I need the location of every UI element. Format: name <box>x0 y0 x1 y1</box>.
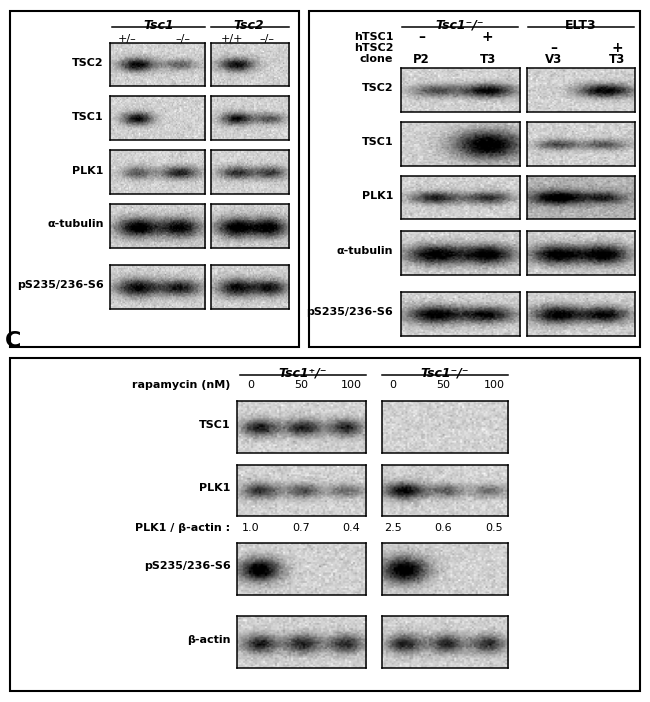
Text: pS235/236-S6: pS235/236-S6 <box>144 562 230 571</box>
Text: Tsc1⁺/⁻: Tsc1⁺/⁻ <box>279 366 327 379</box>
Text: TSC2: TSC2 <box>72 58 104 68</box>
Text: 0.6: 0.6 <box>435 523 452 533</box>
Text: –/–: –/– <box>260 34 275 44</box>
Text: ELT3: ELT3 <box>565 19 597 32</box>
Text: PLK1: PLK1 <box>362 191 393 201</box>
Text: α-tubulin: α-tubulin <box>47 220 104 230</box>
Text: PLK1 / β-actin :: PLK1 / β-actin : <box>135 523 230 533</box>
Text: +: + <box>482 30 493 44</box>
Text: +/–: +/– <box>118 34 136 44</box>
Text: V3: V3 <box>545 53 563 66</box>
Text: C: C <box>5 331 21 351</box>
Text: pS235/236-S6: pS235/236-S6 <box>17 280 104 290</box>
Text: 50: 50 <box>294 380 308 390</box>
Text: 50: 50 <box>437 380 450 390</box>
Text: clone: clone <box>360 54 393 65</box>
Text: TSC1: TSC1 <box>72 112 104 121</box>
Text: Tsc1⁻/⁻: Tsc1⁻/⁻ <box>421 366 469 379</box>
Text: hTSC1: hTSC1 <box>354 32 393 43</box>
Text: TSC1: TSC1 <box>199 420 230 430</box>
Text: Tsc1: Tsc1 <box>144 19 174 32</box>
Text: 1.0: 1.0 <box>242 523 259 533</box>
Text: T3: T3 <box>609 53 625 66</box>
Text: –: – <box>418 30 425 44</box>
Text: –/–: –/– <box>176 34 191 44</box>
Text: +: + <box>611 41 623 55</box>
Text: PLK1: PLK1 <box>72 166 104 176</box>
Text: PLK1: PLK1 <box>199 483 230 493</box>
Text: A: A <box>4 0 21 4</box>
Text: 0: 0 <box>247 380 254 390</box>
Text: Tsc2: Tsc2 <box>233 19 264 32</box>
Text: rapamycin (nM): rapamycin (nM) <box>132 380 230 390</box>
Text: 0.7: 0.7 <box>292 523 310 533</box>
Text: T3: T3 <box>480 53 496 66</box>
Text: β-actin: β-actin <box>187 635 230 644</box>
Text: 100: 100 <box>484 380 504 390</box>
Text: 0.4: 0.4 <box>343 523 360 533</box>
Text: pS235/236-S6: pS235/236-S6 <box>307 307 393 317</box>
Text: 0.5: 0.5 <box>485 523 503 533</box>
Text: TSC1: TSC1 <box>361 137 393 147</box>
Text: P2: P2 <box>413 53 430 66</box>
Text: hTSC2: hTSC2 <box>354 44 393 53</box>
Text: α-tubulin: α-tubulin <box>337 246 393 256</box>
Text: 0: 0 <box>389 380 396 390</box>
Text: +/+: +/+ <box>221 34 244 44</box>
Text: B: B <box>302 0 319 4</box>
Text: Tsc1⁻/⁻: Tsc1⁻/⁻ <box>436 19 484 32</box>
Text: 100: 100 <box>341 380 362 390</box>
Text: 2.5: 2.5 <box>384 523 402 533</box>
Text: TSC2: TSC2 <box>361 83 393 93</box>
Text: –: – <box>551 41 558 55</box>
